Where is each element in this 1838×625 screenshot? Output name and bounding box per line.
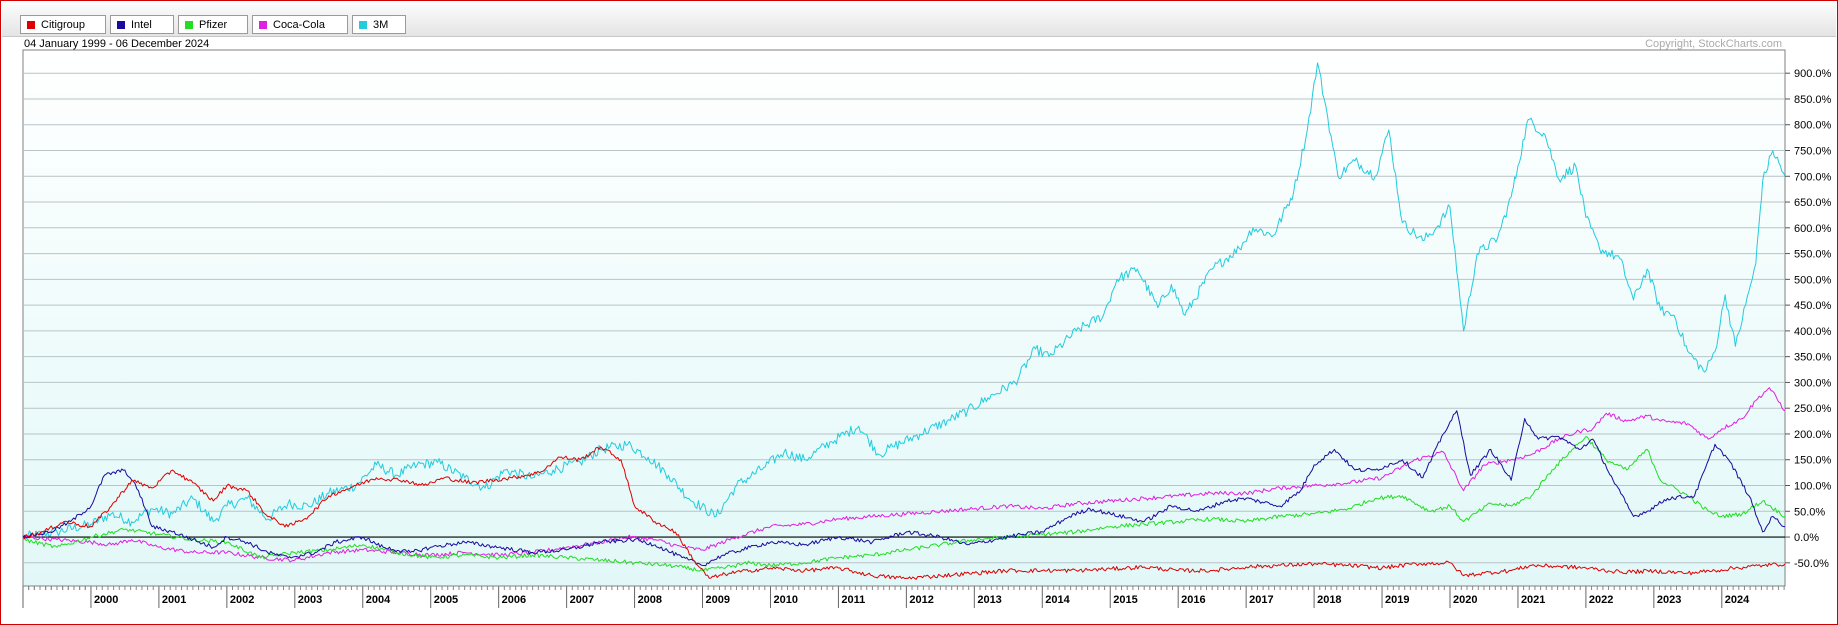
y-tick-label: 700.0% xyxy=(1794,171,1832,183)
legend-item-pfizer[interactable]: Pfizer xyxy=(178,15,248,34)
x-year-label: 2024 xyxy=(1725,594,1750,606)
y-tick-label: 50.0% xyxy=(1794,506,1825,518)
x-year-label: 2015 xyxy=(1113,594,1137,606)
x-year-label: 2021 xyxy=(1521,594,1545,606)
x-year-label: 2019 xyxy=(1385,594,1409,606)
x-year-label: 2010 xyxy=(773,594,797,606)
x-year-label: 2022 xyxy=(1589,594,1613,606)
series-lines xyxy=(22,62,1786,580)
x-year-label: 2006 xyxy=(502,594,526,606)
plot-area xyxy=(22,49,1786,587)
x-year-label: 2002 xyxy=(230,594,254,606)
grid-lines xyxy=(23,72,1785,564)
legend-swatch xyxy=(185,21,193,29)
x-year-label: 2009 xyxy=(706,594,730,606)
y-tick-label: 550.0% xyxy=(1794,249,1832,261)
series-line-citigroup xyxy=(22,446,1786,580)
legend-item-citigroup[interactable]: Citigroup xyxy=(20,15,106,34)
y-tick-label: 350.0% xyxy=(1794,352,1832,364)
y-tick-label: 0.0% xyxy=(1794,532,1819,544)
legend-label: Citigroup xyxy=(41,19,86,31)
legend-label: Pfizer xyxy=(199,19,228,31)
x-year-label: 2014 xyxy=(1045,594,1070,606)
x-year-label: 2012 xyxy=(909,594,933,606)
x-year-label: 2013 xyxy=(977,594,1001,606)
y-tick-label: -50.0% xyxy=(1794,558,1829,570)
series-line-pfizer xyxy=(22,436,1786,572)
legend-swatch xyxy=(359,21,367,29)
x-year-label: 2017 xyxy=(1249,594,1273,606)
x-year-label: 2016 xyxy=(1181,594,1205,606)
x-year-label: 2008 xyxy=(638,594,662,606)
y-tick-label: 100.0% xyxy=(1794,481,1832,493)
y-tick-label: 750.0% xyxy=(1794,146,1832,158)
legend-swatch xyxy=(27,21,35,29)
y-tick-label: 900.0% xyxy=(1794,68,1832,80)
x-axis: 2000 2001 2002 2003 2004 2005 2006 2007 2008 2009… xyxy=(22,585,1785,608)
x-year-label: 2005 xyxy=(434,594,458,606)
y-tick-label: 450.0% xyxy=(1794,300,1832,312)
y-tick-label: 850.0% xyxy=(1794,94,1832,106)
y-tick-label: 400.0% xyxy=(1794,326,1832,338)
x-year-label: 2003 xyxy=(298,594,322,606)
legend-swatch xyxy=(117,21,125,29)
y-tick-label: 200.0% xyxy=(1794,429,1832,441)
y-tick-label: 150.0% xyxy=(1794,455,1832,467)
legend-bar: Citigroup Intel Pfizer Coca-Cola 3M xyxy=(2,2,1836,37)
date-range-label: 04 January 1999 - 06 December 2024 xyxy=(24,38,209,50)
y-tick-label: 300.0% xyxy=(1794,377,1832,389)
series-line-intel xyxy=(22,410,1786,567)
x-year-label: 2001 xyxy=(162,594,186,606)
x-year-label: 2020 xyxy=(1453,594,1477,606)
y-tick-label: 500.0% xyxy=(1794,274,1832,286)
legend-item-coca-cola[interactable]: Coca-Cola xyxy=(252,15,348,34)
x-year-label: 2000 xyxy=(94,594,118,606)
series-line-coca-cola xyxy=(22,387,1786,563)
legend-label: 3M xyxy=(373,19,389,31)
legend-item-3m[interactable]: 3M xyxy=(352,15,406,34)
legend-label: Intel xyxy=(131,19,152,31)
y-tick-label: 250.0% xyxy=(1794,403,1832,415)
y-axis: -50.0% 0.0% 50.0% 100.0% 150.0% 200.0% 250.0% 3… xyxy=(1785,68,1832,570)
y-tick-label: 800.0% xyxy=(1794,120,1832,132)
copyright-label: Copyright, StockCharts.com xyxy=(1645,38,1782,50)
x-year-label: 2004 xyxy=(366,594,391,606)
legend-swatch xyxy=(259,21,267,29)
legend-item-intel[interactable]: Intel xyxy=(110,15,174,34)
x-year-label: 2018 xyxy=(1317,594,1341,606)
series-line-3m xyxy=(22,62,1786,540)
y-tick-label: 600.0% xyxy=(1794,223,1832,235)
y-tick-label: 650.0% xyxy=(1794,197,1832,209)
legend-label: Coca-Cola xyxy=(273,19,325,31)
x-year-label: 2011 xyxy=(841,594,865,606)
x-year-label: 2023 xyxy=(1657,594,1681,606)
x-year-label: 2007 xyxy=(570,594,594,606)
